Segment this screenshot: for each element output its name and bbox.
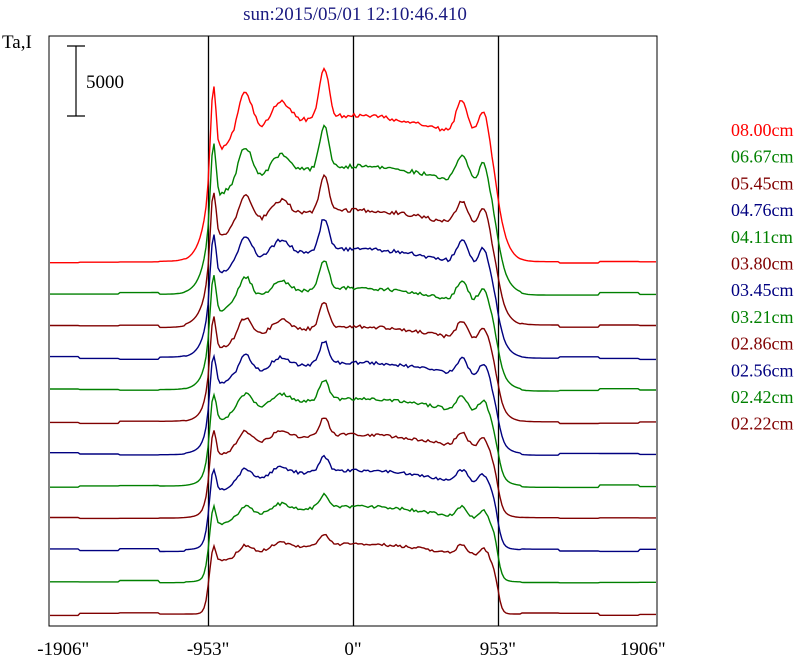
series-line-8	[50, 417, 656, 520]
legend-entry-11: 02.22cm	[731, 414, 794, 434]
series-line-9	[50, 454, 656, 553]
legend-entry-4: 04.11cm	[731, 227, 793, 247]
legend-entry-7: 03.21cm	[731, 307, 794, 327]
series-line-11	[50, 533, 656, 617]
legend-entry-8: 02.86cm	[731, 334, 794, 354]
series-line-10	[50, 492, 656, 584]
legend-entry-2: 05.45cm	[731, 173, 794, 193]
series-line-7	[50, 379, 656, 489]
chart-title: sun:2015/05/01 12:10:46.410	[243, 4, 467, 25]
legend-entry-10: 02.42cm	[731, 387, 794, 407]
series-group	[50, 67, 656, 617]
legend-entry-1: 06.67cm	[731, 147, 794, 167]
x-tick-label-4: 1906"	[620, 639, 666, 660]
reference-lines	[207, 36, 500, 626]
y-axis-label: Ta,I	[2, 32, 32, 53]
scale-bar-label: 5000	[86, 72, 124, 93]
legend-entry-6: 03.45cm	[731, 280, 794, 300]
legend: 08.00cm 06.67cm 05.45cm 04.76cm 04.11cm 03.80…	[731, 120, 794, 434]
series-line-1	[50, 124, 656, 296]
legend-entry-0: 08.00cm	[731, 120, 794, 140]
series-line-4	[50, 260, 656, 392]
x-tick-labels: -1906" -953" 0" 953" 1906"	[37, 639, 665, 660]
series-line-2	[50, 173, 656, 329]
series-line-0	[50, 67, 656, 264]
legend-entry-9: 02.56cm	[731, 360, 794, 380]
series-line-3	[50, 219, 656, 361]
x-tick-label-3: 953"	[480, 639, 516, 660]
x-tick-label-2: 0"	[344, 639, 361, 660]
scale-bar: 5000	[67, 45, 124, 117]
x-tick-label-0: -1906"	[37, 639, 89, 660]
series-line-5	[50, 301, 656, 425]
x-tick-label-1: -953"	[187, 639, 230, 660]
legend-entry-5: 03.80cm	[731, 254, 794, 274]
series-line-6	[50, 340, 656, 456]
legend-entry-3: 04.76cm	[731, 200, 794, 220]
